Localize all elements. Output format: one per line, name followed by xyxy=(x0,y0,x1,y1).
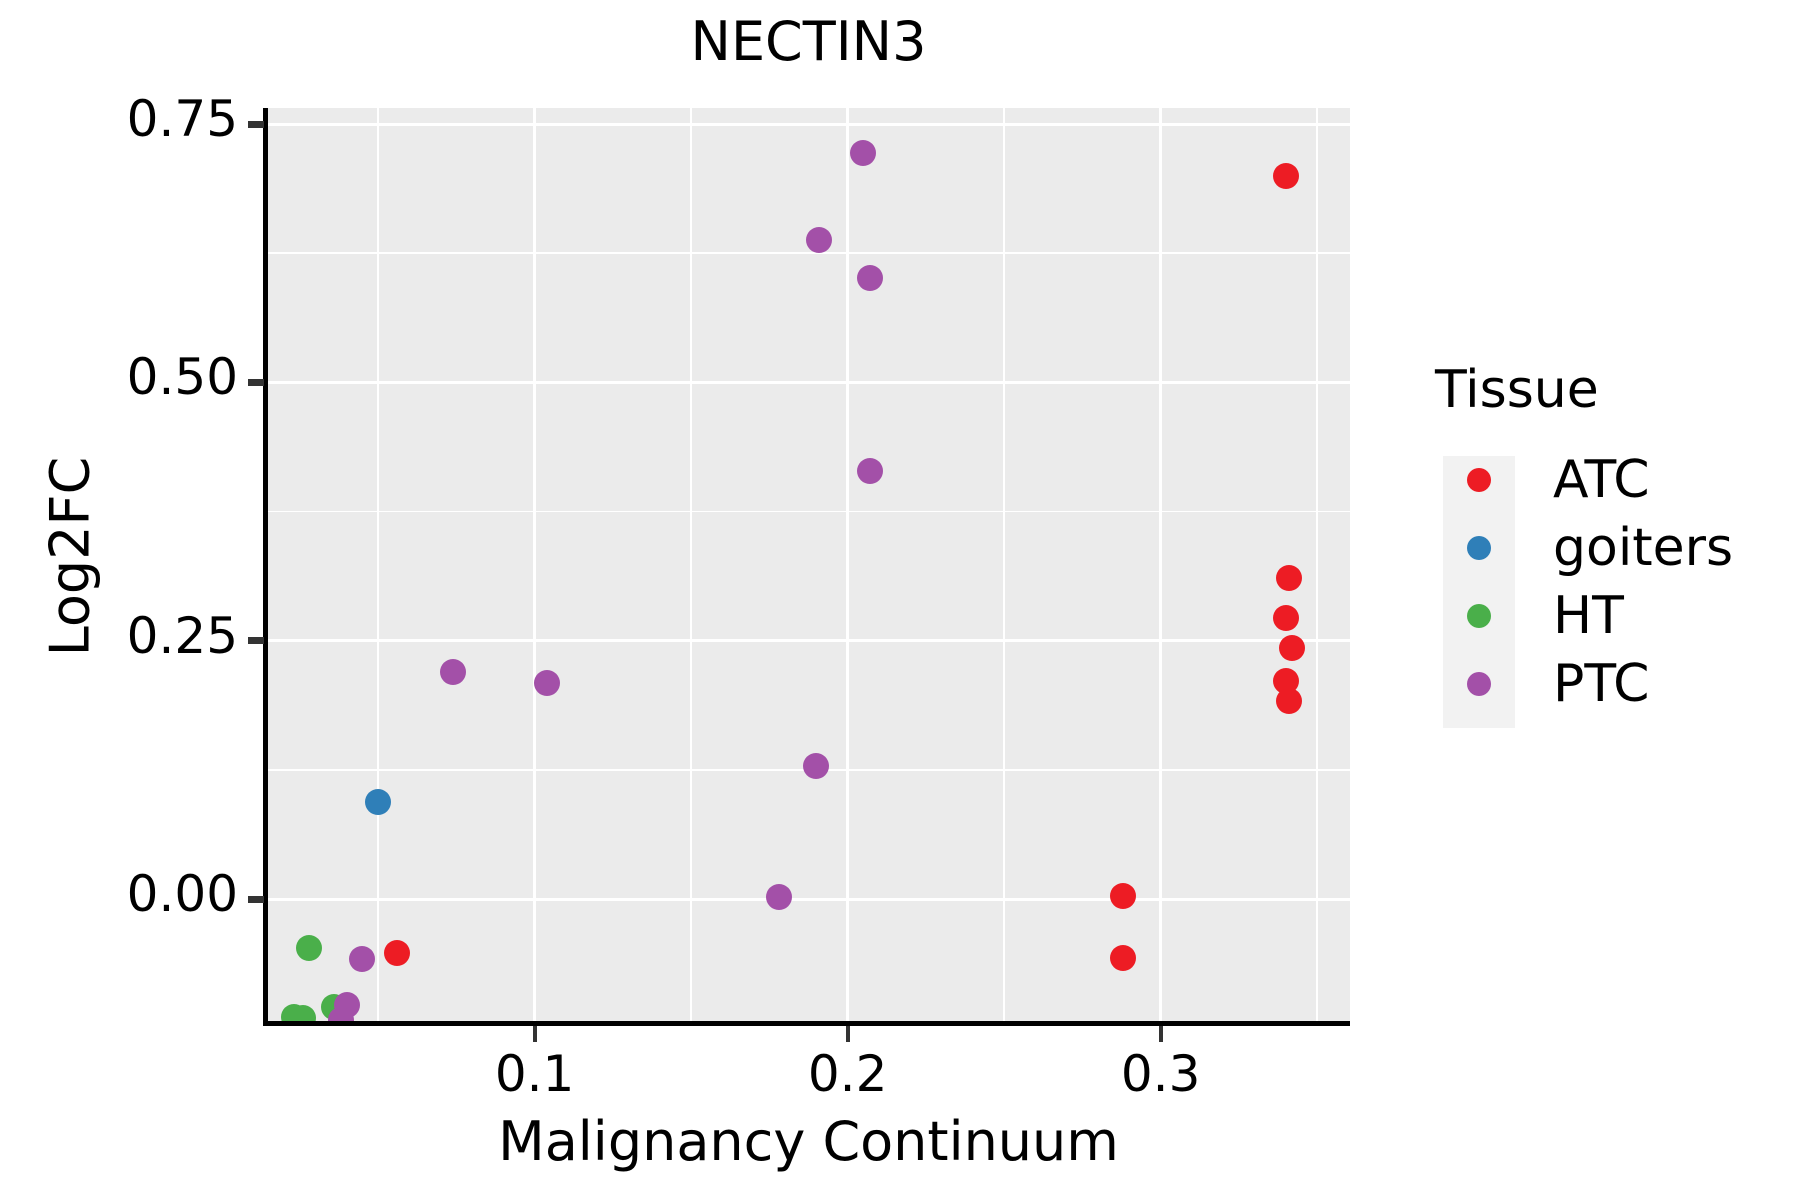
data-point-ptc xyxy=(850,139,877,166)
legend-dot-icon xyxy=(1467,468,1491,492)
legend-items: ATC goiters HT PTC xyxy=(1425,446,1785,718)
data-point-atc xyxy=(1275,687,1302,714)
gridline-horizontal-minor xyxy=(267,510,1350,513)
x-tick-label: 0.2 xyxy=(807,1045,888,1103)
y-tick-label: 0.00 xyxy=(126,865,238,924)
x-axis-line xyxy=(263,1021,1350,1026)
y-tick-label: 0.75 xyxy=(126,90,238,149)
x-tick-label: 0.1 xyxy=(494,1045,575,1103)
plot-panel xyxy=(267,108,1350,1021)
data-point-ptc xyxy=(349,945,376,972)
legend-item-goiters[interactable]: goiters xyxy=(1425,514,1785,582)
y-axis-label: Log2FC xyxy=(38,456,102,657)
legend-swatch-ht-icon xyxy=(1443,582,1515,650)
legend-dot-icon xyxy=(1467,672,1491,696)
data-point-atc xyxy=(383,939,410,966)
gridline-horizontal-major xyxy=(267,897,1350,901)
data-point-atc xyxy=(1275,564,1302,591)
data-point-ht xyxy=(296,934,323,961)
data-point-atc xyxy=(1272,162,1299,189)
legend-item-label: ATC xyxy=(1553,450,1650,510)
gridline-vertical-minor xyxy=(690,108,692,1021)
gridline-horizontal-minor xyxy=(267,252,1350,254)
x-tick-label: 0.3 xyxy=(1120,1045,1201,1103)
legend-item-ptc[interactable]: PTC xyxy=(1425,650,1785,718)
data-point-ptc xyxy=(806,226,833,253)
legend-item-ht[interactable]: HT xyxy=(1425,582,1785,650)
gridline-vertical-minor xyxy=(1316,108,1318,1021)
y-tick-mark xyxy=(248,637,264,645)
data-point-ptc xyxy=(856,458,883,485)
gridline-horizontal-major xyxy=(267,122,1350,126)
x-tick-mark xyxy=(1158,1026,1163,1042)
data-point-atc xyxy=(1110,944,1137,971)
legend-dot-icon xyxy=(1467,536,1491,560)
gridline-horizontal-major xyxy=(267,639,1350,643)
data-point-ptc xyxy=(327,1006,354,1021)
legend-item-label: HT xyxy=(1553,586,1624,646)
data-point-goiters xyxy=(365,788,392,815)
y-tick-mark xyxy=(248,120,264,128)
y-tick-mark xyxy=(248,378,264,386)
legend-swatch-atc-icon xyxy=(1443,446,1515,514)
legend-dot-icon xyxy=(1467,604,1491,628)
data-point-ptc xyxy=(440,658,467,685)
data-point-ptc xyxy=(856,264,883,291)
x-tick-mark xyxy=(845,1026,850,1042)
legend-swatch-ptc-icon xyxy=(1443,650,1515,718)
data-point-atc xyxy=(1272,604,1299,631)
y-tick-label: 0.50 xyxy=(126,348,238,407)
legend: Tissue ATC goiters HT PTC xyxy=(1425,360,1785,728)
data-point-ptc xyxy=(765,883,792,910)
gridline-vertical-minor xyxy=(1003,108,1005,1021)
y-axis-line xyxy=(263,108,268,1021)
data-point-ptc xyxy=(803,752,830,779)
gridline-vertical-major xyxy=(533,108,537,1021)
gridline-vertical-minor xyxy=(377,108,379,1021)
x-tick-mark xyxy=(532,1026,537,1042)
legend-title: Tissue xyxy=(1435,360,1599,420)
legend-swatch-goiters-icon xyxy=(1443,514,1515,582)
data-point-atc xyxy=(1110,882,1137,909)
legend-item-label: goiters xyxy=(1553,518,1734,578)
chart-title: NECTIN3 xyxy=(690,10,927,73)
data-point-ht xyxy=(289,1004,316,1021)
x-axis-label: Malignancy Continuum xyxy=(498,1110,1119,1173)
data-point-atc xyxy=(1279,634,1306,661)
legend-item-atc[interactable]: ATC xyxy=(1425,446,1785,514)
legend-item-label: PTC xyxy=(1553,654,1650,714)
gridline-horizontal-major xyxy=(267,380,1350,384)
gridline-vertical-major xyxy=(846,108,850,1021)
y-tick-mark xyxy=(248,895,264,903)
y-tick-label: 0.25 xyxy=(126,606,238,665)
data-point-ptc xyxy=(534,670,561,697)
gridline-vertical-major xyxy=(1159,108,1163,1021)
